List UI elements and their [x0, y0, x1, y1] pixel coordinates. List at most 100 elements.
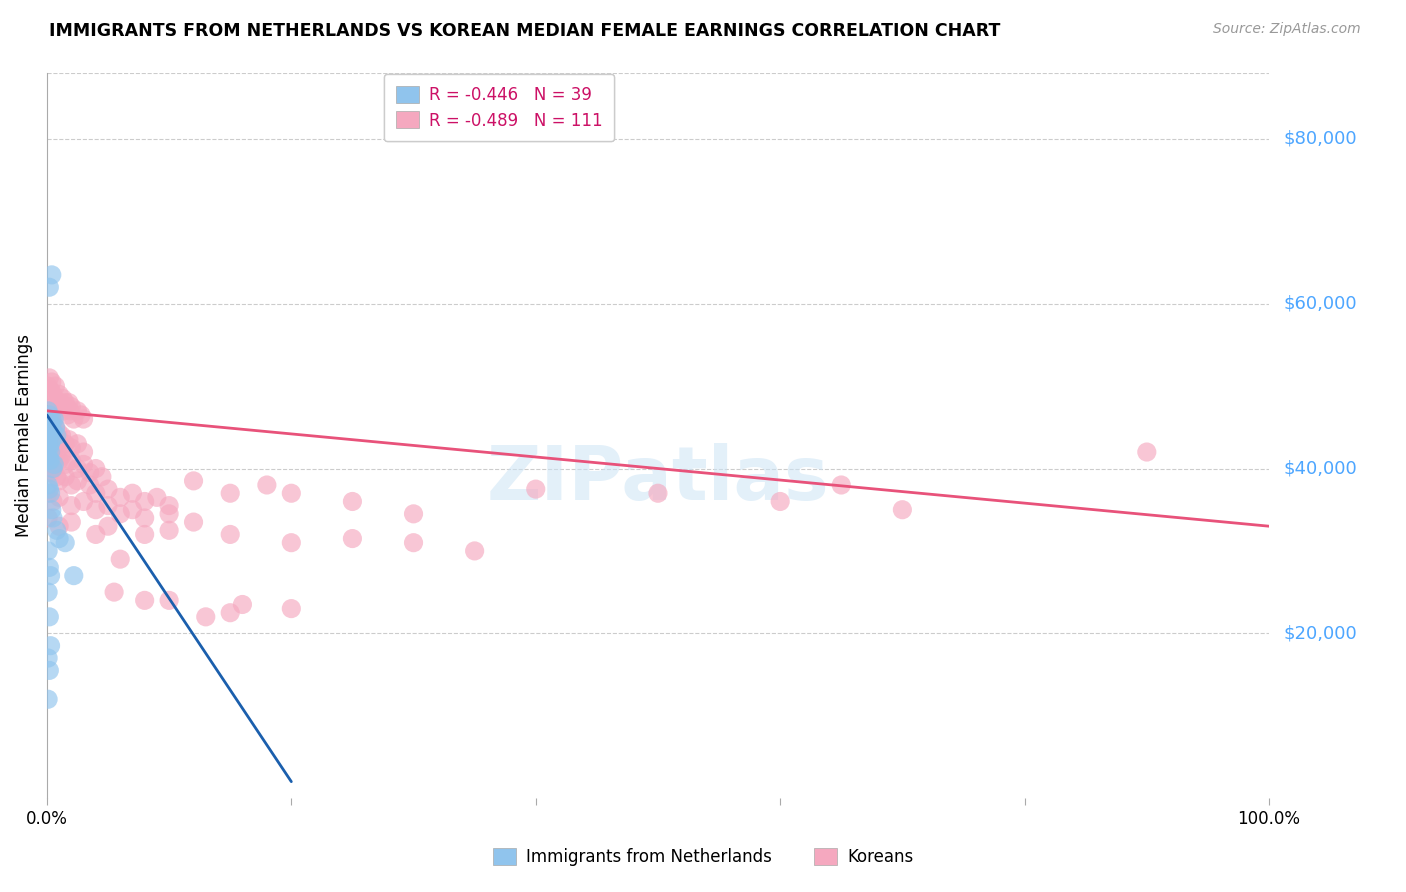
Point: [53, 437, 76, 451]
Point: [830, 478, 852, 492]
Point: [90, 469, 112, 483]
Point: [39, 383, 62, 397]
Point: [84, 486, 107, 500]
Point: [46, 400, 69, 414]
Point: [45, 445, 67, 459]
Point: [44, 449, 66, 463]
Point: [39, 437, 62, 451]
Point: [219, 527, 242, 541]
Point: [53, 535, 76, 549]
Point: [58, 433, 80, 447]
Point: [38, 280, 60, 294]
Point: [66, 461, 89, 475]
Point: [44, 458, 66, 472]
Point: [38, 408, 60, 422]
Point: [121, 502, 143, 516]
Point: [66, 404, 89, 418]
Point: [183, 515, 205, 529]
Point: [103, 585, 125, 599]
Point: [39, 416, 62, 430]
Point: [37, 437, 59, 451]
Point: [44, 392, 66, 406]
Point: [219, 606, 242, 620]
Text: Source: ZipAtlas.com: Source: ZipAtlas.com: [1213, 22, 1361, 37]
Point: [38, 416, 60, 430]
Point: [70, 408, 93, 422]
Point: [72, 458, 94, 472]
Point: [157, 507, 180, 521]
Point: [60, 400, 83, 414]
Point: [39, 445, 62, 459]
Point: [39, 466, 62, 480]
Point: [769, 494, 792, 508]
Point: [464, 544, 486, 558]
Point: [280, 535, 302, 549]
Y-axis label: Median Female Earnings: Median Female Earnings: [15, 334, 32, 537]
Point: [51, 400, 73, 414]
Point: [44, 425, 66, 439]
Point: [84, 527, 107, 541]
Point: [66, 474, 89, 488]
Point: [48, 387, 70, 401]
Point: [58, 395, 80, 409]
Point: [97, 482, 120, 496]
Text: ZIPatlas: ZIPatlas: [486, 442, 830, 516]
Point: [45, 469, 67, 483]
Point: [402, 535, 425, 549]
Point: [37, 651, 59, 665]
Point: [37, 449, 59, 463]
Point: [647, 486, 669, 500]
Point: [110, 552, 132, 566]
Point: [53, 458, 76, 472]
Point: [231, 598, 253, 612]
Point: [280, 486, 302, 500]
Point: [41, 268, 63, 282]
Point: [38, 482, 60, 496]
Point: [42, 511, 65, 525]
Point: [42, 461, 65, 475]
Point: [157, 524, 180, 538]
Point: [110, 507, 132, 521]
Point: [39, 433, 62, 447]
Point: [60, 453, 83, 467]
Point: [41, 412, 63, 426]
Point: [37, 585, 59, 599]
Point: [48, 519, 70, 533]
Point: [342, 532, 364, 546]
Point: [891, 502, 914, 516]
Point: [194, 610, 217, 624]
Point: [219, 486, 242, 500]
Point: [66, 437, 89, 451]
Text: $60,000: $60,000: [1284, 294, 1357, 313]
Point: [110, 491, 132, 505]
Point: [1136, 445, 1159, 459]
Point: [49, 395, 72, 409]
Point: [146, 491, 169, 505]
Point: [48, 491, 70, 505]
Point: [79, 466, 101, 480]
Point: [256, 478, 278, 492]
Point: [38, 371, 60, 385]
Point: [38, 664, 60, 678]
Point: [48, 532, 70, 546]
Point: [42, 387, 65, 401]
Point: [46, 425, 69, 439]
Point: [55, 400, 77, 414]
Point: [45, 428, 67, 442]
Point: [60, 499, 83, 513]
Point: [37, 420, 59, 434]
Point: [402, 507, 425, 521]
Point: [60, 441, 83, 455]
Point: [280, 601, 302, 615]
Point: [157, 499, 180, 513]
Point: [37, 478, 59, 492]
Point: [42, 445, 65, 459]
Text: $40,000: $40,000: [1284, 459, 1357, 477]
Point: [41, 420, 63, 434]
Point: [44, 420, 66, 434]
Point: [45, 524, 67, 538]
Point: [41, 441, 63, 455]
Point: [38, 428, 60, 442]
Point: [41, 433, 63, 447]
Point: [37, 544, 59, 558]
